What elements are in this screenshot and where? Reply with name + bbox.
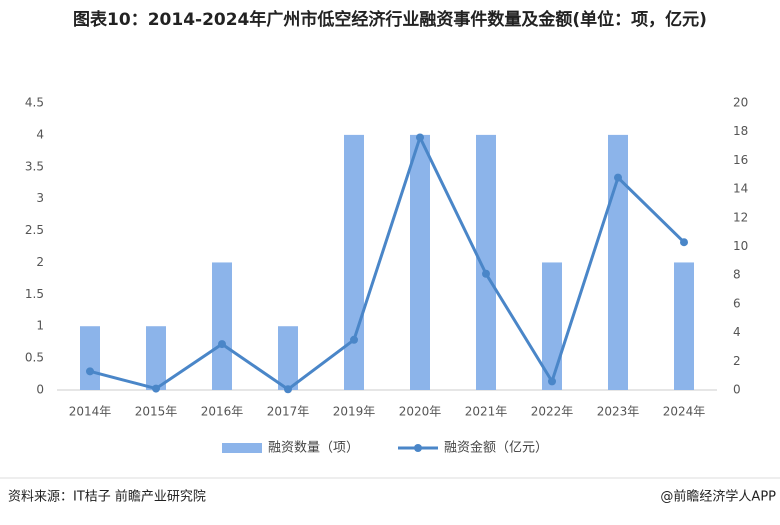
bar: [80, 326, 100, 390]
y2-tick-label: 2: [733, 354, 741, 368]
y-tick-label: 1.5: [25, 287, 44, 301]
y2-tick-label: 0: [733, 383, 741, 397]
y-tick-label: 4: [36, 127, 44, 141]
y-tick-label: 1: [36, 319, 44, 333]
bar: [212, 262, 232, 390]
y-tick-label: 3: [36, 191, 44, 205]
line-marker: [152, 384, 160, 393]
y2-tick-label: 12: [733, 210, 748, 224]
y-tick-label: 3.5: [25, 159, 44, 173]
line-marker: [350, 335, 358, 344]
line-marker: [86, 367, 94, 376]
y2-tick-label: 8: [733, 268, 741, 282]
y-tick-label: 0: [36, 383, 44, 397]
line: [89, 133, 686, 392]
x-tick-label: 2023年: [597, 405, 640, 419]
legend-swatch: [222, 443, 262, 453]
y-tick-label: 2: [36, 255, 44, 269]
y-tick-label: 4.5: [25, 96, 44, 110]
x-tick-label: 2021年: [465, 405, 508, 419]
x-tick-label: 2024年: [663, 405, 706, 419]
x-tick-label: 2019年: [333, 405, 376, 419]
bar: [344, 134, 364, 390]
y2-tick-label: 20: [733, 96, 748, 110]
line-marker: [416, 133, 424, 142]
legend-label: 融资数量（项）: [268, 441, 359, 456]
credit: @前瞻经济学人APP: [660, 489, 776, 505]
x-tick-label: 2015年: [135, 405, 178, 419]
bar: [278, 326, 298, 390]
bar: [410, 134, 430, 390]
y-tick-label: 0.5: [25, 351, 44, 365]
y2-tick-label: 14: [733, 182, 748, 196]
bar: [476, 134, 496, 390]
x-tick-label: 2020年: [399, 405, 442, 419]
line-marker: [614, 173, 622, 182]
bar: [608, 134, 628, 390]
x-tick-label: 2022年: [531, 405, 574, 419]
chart-title: 图表10：2014-2024年广州市低空经济行业融资事件数量及金额(单位：项，亿…: [73, 10, 707, 30]
bar: [674, 262, 694, 390]
x-tick-label: 2014年: [69, 405, 112, 419]
x-tick-label: 2017年: [267, 405, 310, 419]
bar: [146, 326, 166, 390]
bar: [542, 262, 562, 390]
legend-marker: [414, 444, 422, 452]
y-tick-label: 2.5: [25, 223, 44, 237]
line-marker: [284, 385, 292, 394]
y2-tick-label: 16: [733, 153, 748, 167]
y2-tick-label: 4: [733, 325, 741, 339]
x-tick-label: 2016年: [201, 405, 244, 419]
y2-tick-label: 18: [733, 124, 748, 138]
source: 资料来源：IT桔子 前瞻产业研究院: [8, 489, 206, 505]
legend-label: 融资金额（亿元）: [444, 440, 548, 456]
line-marker: [548, 377, 556, 386]
line-marker: [482, 269, 490, 278]
line-marker: [680, 238, 688, 247]
y2-tick-label: 10: [733, 239, 748, 253]
y2-tick-label: 6: [733, 296, 741, 310]
line-marker: [218, 340, 226, 349]
